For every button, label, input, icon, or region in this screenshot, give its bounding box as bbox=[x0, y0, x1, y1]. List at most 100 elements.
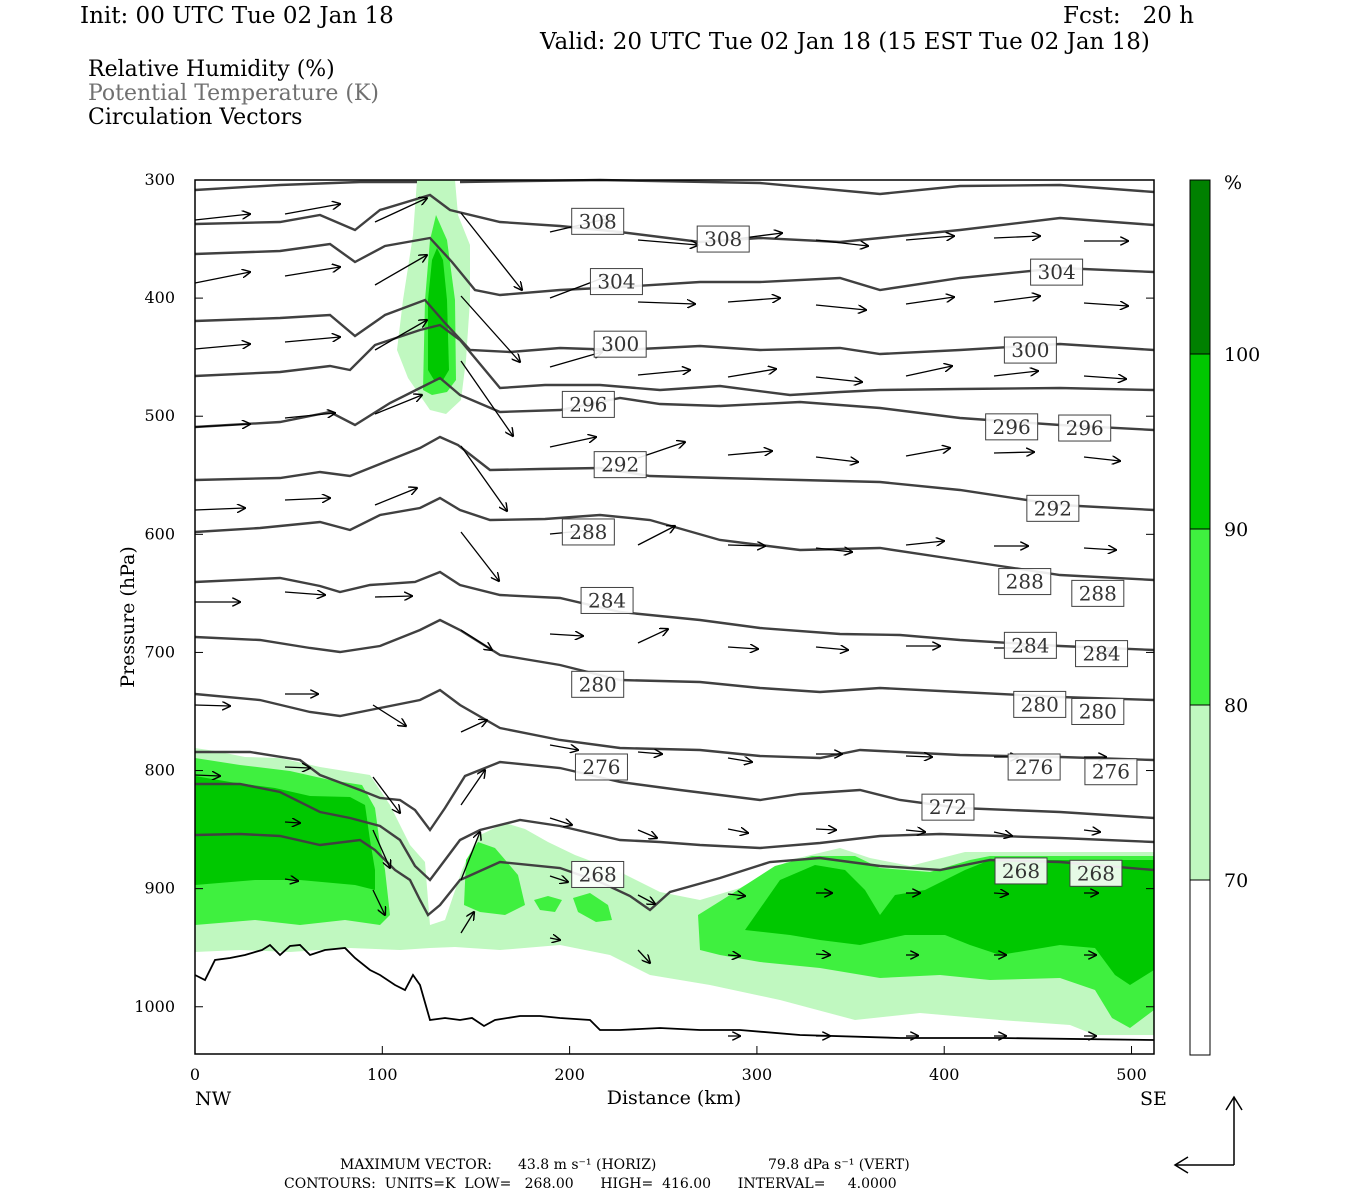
theta-label-text: 268 bbox=[1002, 859, 1040, 883]
theta-label: 272 bbox=[921, 793, 975, 821]
theta-label-box bbox=[589, 268, 643, 296]
theta-label-box bbox=[1084, 758, 1138, 786]
theta-label-text: 300 bbox=[601, 332, 639, 356]
theta-label-text: 288 bbox=[569, 520, 607, 544]
plot-frame bbox=[194, 179, 1155, 1055]
colorbar-below-70 bbox=[1189, 879, 1211, 1056]
theta-label-box bbox=[1003, 631, 1057, 659]
y-tick-label: 300 bbox=[144, 170, 175, 189]
theta-label: 288 bbox=[1071, 579, 1125, 607]
theta-label-text: 296 bbox=[569, 392, 607, 416]
theta-label-text: 276 bbox=[582, 755, 620, 779]
colorbar-unit: % bbox=[1224, 172, 1242, 194]
theta-label: 296 bbox=[1058, 414, 1112, 442]
theta-label-box bbox=[561, 390, 615, 418]
theta-label-box bbox=[571, 670, 625, 698]
y-axis: 300 400 500 600 700 800 900 1000 bbox=[134, 170, 1154, 1016]
theta-label-text: 284 bbox=[1082, 642, 1120, 666]
theta-label-text: 280 bbox=[1079, 699, 1117, 723]
y-tick-label: 1000 bbox=[134, 997, 175, 1016]
theta-label-text: 272 bbox=[929, 795, 967, 819]
theta-label-text: 276 bbox=[1092, 760, 1130, 784]
init-time: Init: 00 UTC Tue 02 Jan 18 bbox=[80, 3, 394, 29]
x-tick-label: 0 bbox=[190, 1065, 200, 1084]
x-tick-label: 100 bbox=[367, 1065, 398, 1084]
contours-info: CONTOURS: UNITS=K LOW= 268.00 HIGH= 416.… bbox=[284, 1176, 897, 1192]
theta-label: 296 bbox=[985, 413, 1039, 441]
max-vector-vertical: 79.8 dPa s⁻¹ (VERT) bbox=[768, 1157, 910, 1173]
theta-label-box bbox=[1007, 753, 1061, 781]
theta-label: 276 bbox=[1084, 758, 1138, 786]
rh-shading bbox=[195, 180, 1154, 1035]
rh-band-90 bbox=[195, 248, 1154, 985]
x-tick-label: 400 bbox=[929, 1065, 960, 1084]
theta-label-box bbox=[1030, 258, 1084, 286]
colorbar-80-90 bbox=[1189, 528, 1211, 706]
colorbar-label-80: 80 bbox=[1224, 695, 1248, 717]
colorbar-label-100: 100 bbox=[1224, 344, 1260, 366]
theta-label-text: 280 bbox=[1021, 692, 1059, 716]
theta-label-text: 268 bbox=[579, 862, 617, 886]
theta-label-text: 292 bbox=[1034, 496, 1072, 520]
theta-label: 280 bbox=[1013, 690, 1067, 718]
theta-label: 304 bbox=[1030, 258, 1084, 286]
theta-label-box bbox=[561, 518, 615, 546]
theta-label: 308 bbox=[571, 207, 625, 235]
y-tick-label: 900 bbox=[144, 879, 175, 898]
theta-label-text: 296 bbox=[993, 415, 1031, 439]
field-theta-label: Potential Temperature (K) bbox=[88, 81, 379, 106]
theta-label: 276 bbox=[574, 753, 628, 781]
theta-label-text: 268 bbox=[1077, 861, 1115, 885]
colorbar-label-70: 70 bbox=[1224, 870, 1248, 892]
theta-label: 284 bbox=[1075, 640, 1129, 668]
field-rh-label: Relative Humidity (%) bbox=[88, 57, 335, 82]
theta-label-text: 288 bbox=[1079, 581, 1117, 605]
theta-label: 268 bbox=[1069, 859, 1123, 887]
theta-label-text: 304 bbox=[597, 270, 635, 294]
theta-label-text: 308 bbox=[704, 227, 742, 251]
reference-vector-icon bbox=[1173, 1095, 1243, 1174]
colorbar-label-90: 90 bbox=[1224, 519, 1248, 541]
theta-label-box bbox=[593, 330, 647, 358]
x-tick-label: 300 bbox=[742, 1065, 773, 1084]
theta-label-box bbox=[994, 857, 1048, 885]
theta-label: 308 bbox=[696, 225, 750, 253]
theta-label-box bbox=[1058, 414, 1112, 442]
y-tick-label: 700 bbox=[144, 642, 175, 661]
theta-label-box bbox=[593, 451, 647, 479]
theta-label: 288 bbox=[561, 518, 615, 546]
theta-label-text: 276 bbox=[1015, 755, 1053, 779]
valid-time: Valid: 20 UTC Tue 02 Jan 18 (15 EST Tue … bbox=[540, 29, 1150, 55]
theta-label: 284 bbox=[1003, 631, 1057, 659]
y-axis-title: Pressure (hPa) bbox=[117, 546, 139, 688]
theta-label-box bbox=[1026, 494, 1080, 522]
forecast-hour: Fcst: 20 h bbox=[1063, 3, 1194, 29]
theta-label-text: 292 bbox=[601, 453, 639, 477]
x-tick-label: 500 bbox=[1116, 1065, 1147, 1084]
theta-label-box bbox=[1013, 690, 1067, 718]
theta-label: 300 bbox=[1003, 336, 1057, 364]
theta-label: 280 bbox=[571, 670, 625, 698]
theta-label-text: 300 bbox=[1011, 338, 1049, 362]
theta-label: 296 bbox=[561, 390, 615, 418]
theta-label-text: 280 bbox=[579, 672, 617, 696]
theta-label-box bbox=[571, 860, 625, 888]
theta-label-box bbox=[574, 753, 628, 781]
theta-label: 292 bbox=[1026, 494, 1080, 522]
y-tick-label: 400 bbox=[144, 288, 175, 307]
theta-label-box bbox=[1071, 697, 1125, 725]
terrain-profile bbox=[194, 943, 1155, 1041]
rh-colorbar: % 70 80 90 100 bbox=[1189, 172, 1260, 1056]
x-axis: 0 100 200 300 400 500 bbox=[190, 1046, 1147, 1084]
theta-contours bbox=[194, 178, 1155, 917]
theta-label: 288 bbox=[998, 568, 1052, 596]
theta-label-box bbox=[580, 586, 634, 614]
max-vector-horizontal: 43.8 m s⁻¹ (HORIZ) bbox=[518, 1157, 657, 1173]
se-end-label: SE bbox=[1140, 1088, 1167, 1110]
theta-label-text: 296 bbox=[1066, 416, 1104, 440]
theta-label: 300 bbox=[593, 330, 647, 358]
colorbar-70-80 bbox=[1189, 704, 1211, 881]
y-tick-label: 500 bbox=[144, 406, 175, 425]
theta-label: 292 bbox=[593, 451, 647, 479]
